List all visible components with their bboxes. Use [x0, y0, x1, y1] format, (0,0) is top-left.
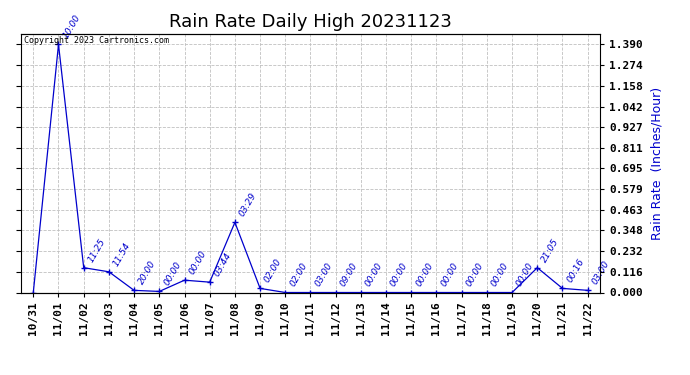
Y-axis label: Rain Rate  (Inches/Hour): Rain Rate (Inches/Hour) [650, 87, 663, 240]
Text: 00:00: 00:00 [464, 261, 485, 288]
Text: 02:00: 02:00 [288, 261, 309, 288]
Text: 00:00: 00:00 [187, 249, 208, 276]
Text: 00:00: 00:00 [389, 261, 410, 288]
Text: 00:00: 00:00 [515, 261, 535, 288]
Text: 02:00: 02:00 [263, 257, 284, 284]
Text: 00:00: 00:00 [490, 261, 511, 288]
Text: 00:16: 00:16 [565, 257, 586, 284]
Text: 03:44: 03:44 [213, 251, 233, 278]
Text: 03:00: 03:00 [313, 261, 334, 288]
Text: 00:00: 00:00 [440, 261, 460, 288]
Text: 11:25: 11:25 [86, 237, 107, 264]
Text: 20:00: 20:00 [137, 259, 158, 286]
Text: 10:00: 10:00 [61, 13, 82, 40]
Text: 03:29: 03:29 [237, 191, 259, 218]
Text: 21:05: 21:05 [540, 237, 561, 264]
Text: Copyright 2023 Cartronics.com: Copyright 2023 Cartronics.com [23, 36, 168, 45]
Text: 00:00: 00:00 [414, 261, 435, 288]
Text: 00:00: 00:00 [162, 260, 183, 287]
Title: Rain Rate Daily High 20231123: Rain Rate Daily High 20231123 [169, 13, 452, 31]
Text: 03:00: 03:00 [591, 259, 611, 286]
Text: 00:00: 00:00 [364, 261, 384, 288]
Text: 11:54: 11:54 [112, 241, 132, 268]
Text: 09:00: 09:00 [339, 261, 359, 288]
